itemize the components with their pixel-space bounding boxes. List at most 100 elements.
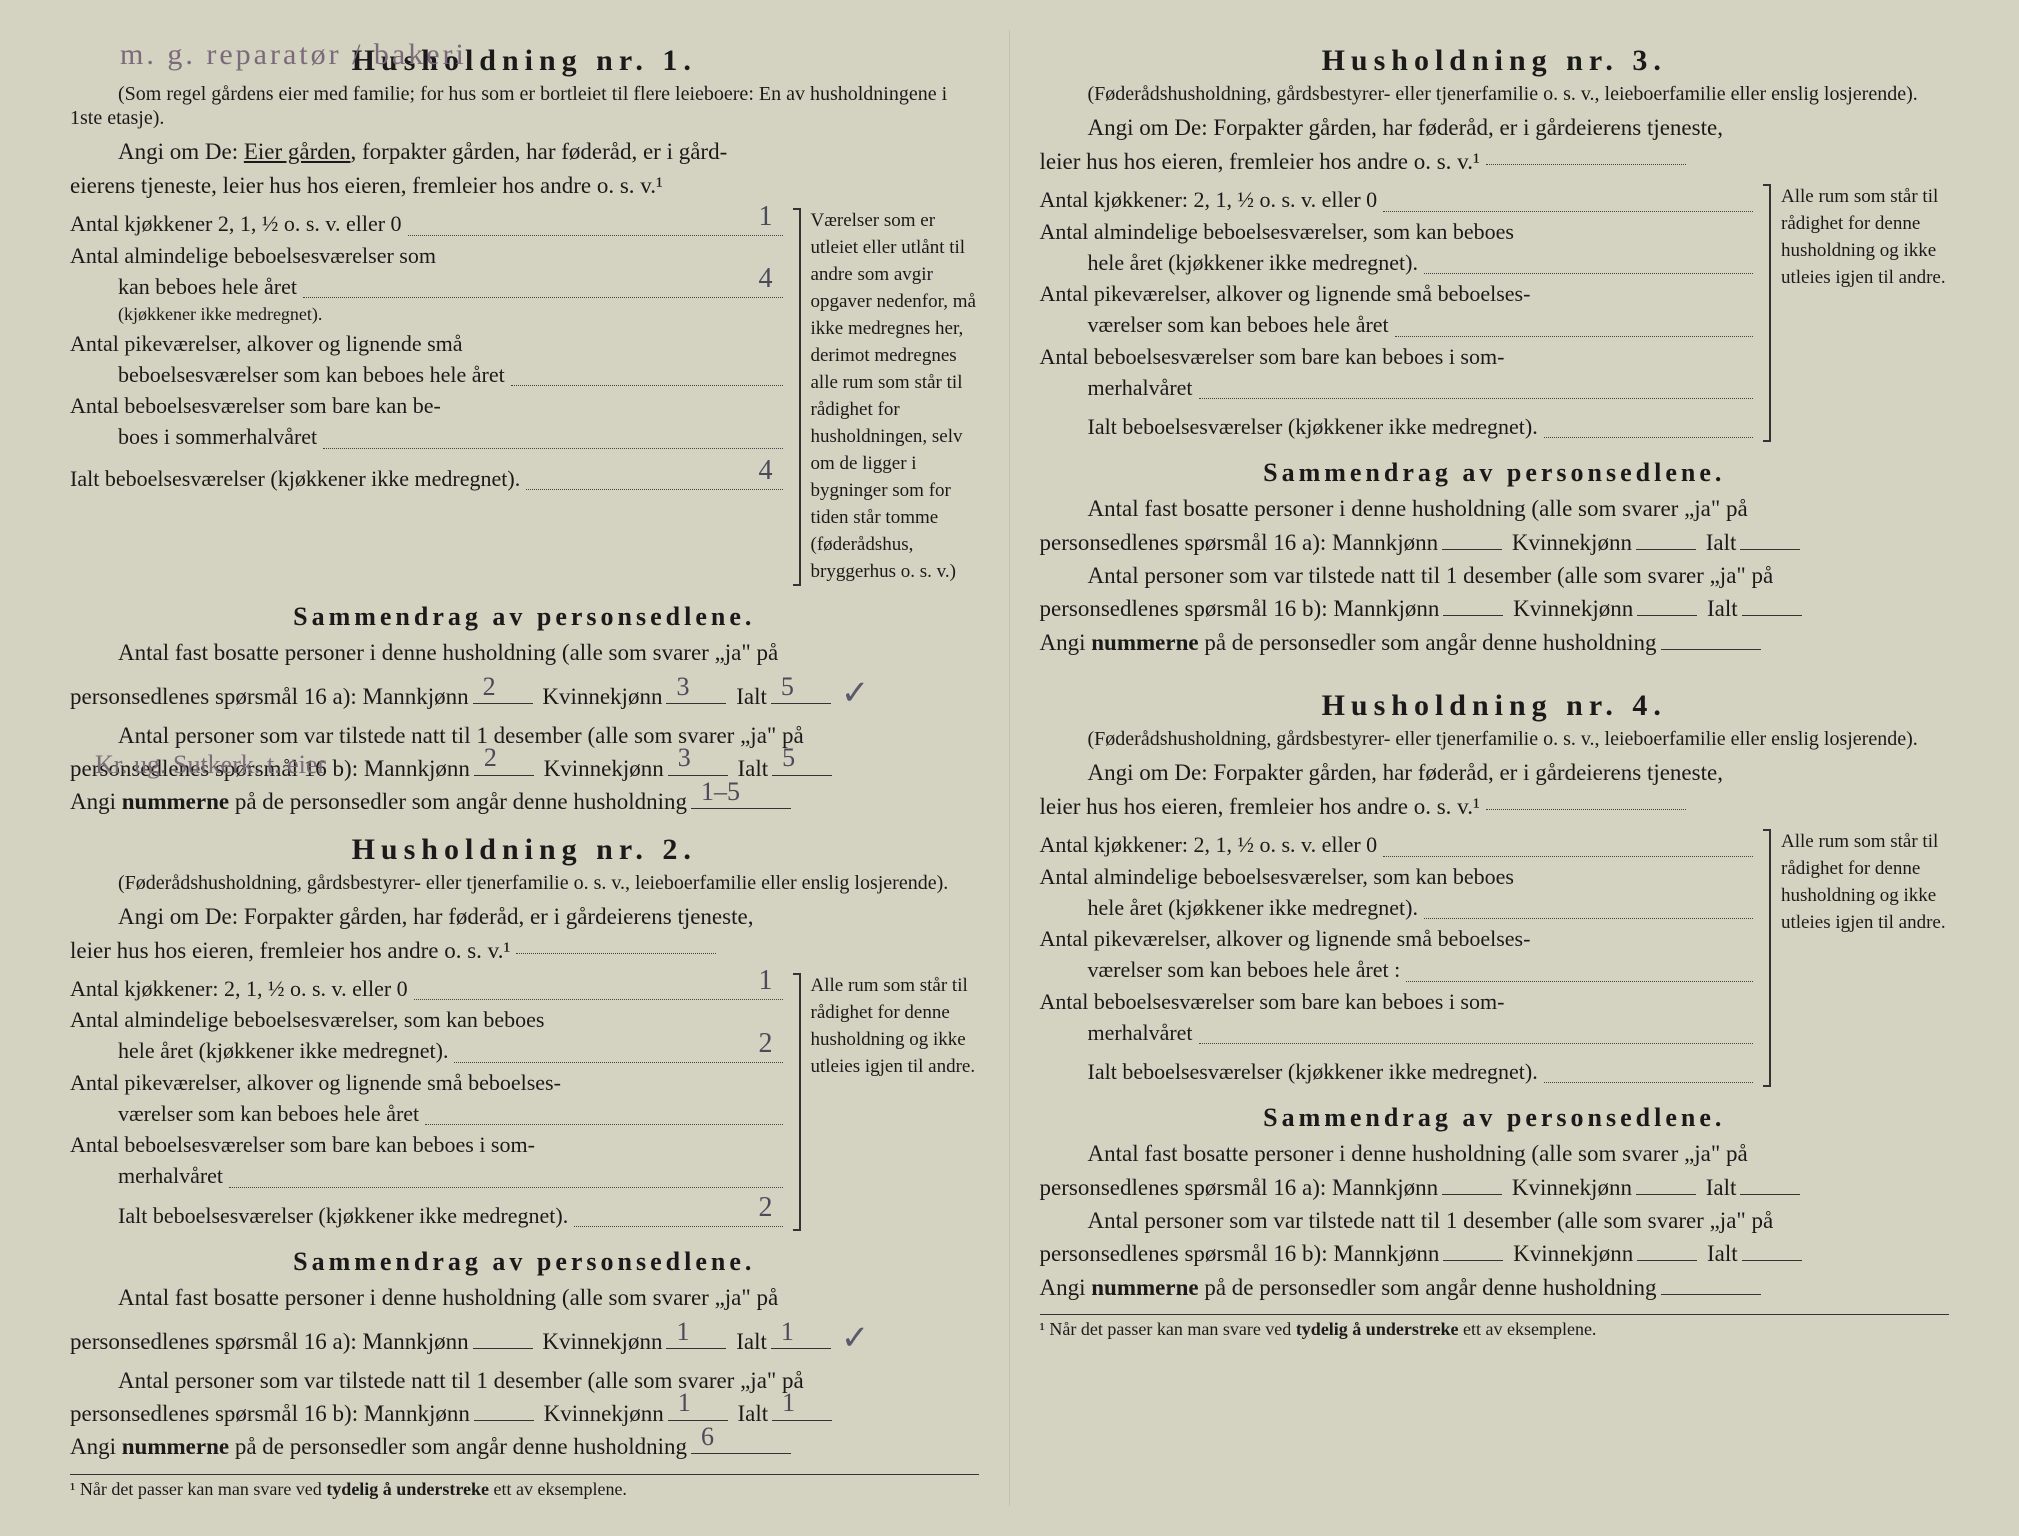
fn-post: ett av eksemplene. (489, 1479, 627, 1499)
h2-r3-fill[interactable] (425, 1098, 782, 1125)
h2-k2[interactable]: 1 (668, 1420, 728, 1421)
h4-r5: Ialt beboelsesværelser (kjøkkener ikke m… (1088, 1056, 1538, 1087)
h1-r1-fill[interactable]: 1 (408, 208, 783, 235)
h3-i1[interactable] (1740, 549, 1800, 550)
right-page: Husholdning nr. 3. (Føderådshusholdning,… (1010, 30, 1980, 1506)
h2-r2b: hele året (kjøkkener ikke medregnet). (118, 1035, 448, 1066)
h1-r4-fill[interactable] (323, 421, 782, 448)
s3c: på de personsedler som angår denne husho… (229, 789, 687, 814)
h3-r3-fill[interactable] (1395, 309, 1753, 336)
h1-m1-v: 2 (483, 668, 496, 706)
h2-r2a: Antal almindelige beboelsesværelser, som… (70, 1004, 544, 1035)
h3-angi-fill[interactable] (1486, 164, 1686, 165)
left-page: m. g. reparatør / bakeri Husholdning nr.… (40, 30, 1010, 1506)
h1-r3-fill[interactable] (511, 359, 783, 386)
h4-r1-fill[interactable] (1383, 829, 1753, 856)
h4-angi2: leier hus hos eieren, fremleier hos andr… (1040, 791, 1950, 823)
h3-s2b-end: Ialt (1707, 596, 1738, 621)
h4-angi-fill[interactable] (1486, 809, 1686, 810)
h1-r5-val: 4 (759, 451, 773, 491)
h3-s2b: personsedlenes spørsmål 16 b): Mannkjønn… (1040, 592, 1950, 625)
h1-k1[interactable]: 3 (666, 703, 726, 704)
h4-r3-fill[interactable] (1406, 954, 1753, 981)
h2-s1b-end: Ialt (736, 1329, 767, 1354)
h3-r2b: hele året (kjøkkener ikke medregnet). (1088, 247, 1418, 278)
h3-s1b-mid: Kvinnekjønn (1512, 530, 1632, 555)
h4-r2a: Antal almindelige beboelsesværelser, som… (1040, 861, 1514, 892)
h1-r1-val: 1 (759, 197, 773, 237)
h2-k1[interactable]: 1 (666, 1348, 726, 1349)
h4-s3b: nummerne (1091, 1275, 1198, 1300)
h4-i1[interactable] (1740, 1194, 1800, 1195)
h4-s1b: personsedlenes spørsmål 16 a): Mannkjønn… (1040, 1171, 1950, 1204)
h3-rows-block: Antal kjøkkener: 2, 1, ½ o. s. v. eller … (1040, 184, 1950, 442)
fn-bold: tydelig å understreke (326, 1479, 489, 1499)
h1-s2a: Antal personer som var tilstede natt til… (70, 719, 979, 752)
h2-m1[interactable] (473, 1348, 533, 1349)
h4-s1b-end: Ialt (1706, 1175, 1737, 1200)
h1-r3a: Antal pikeværelser, alkover og lignende … (70, 328, 463, 359)
h2-angi2: leier hus hos eieren, fremleier hos andr… (70, 935, 979, 967)
h2-s2b-end: Ialt (738, 1401, 769, 1426)
h4-r5-fill[interactable] (1544, 1056, 1753, 1083)
h2-title: Husholdning nr. 2. (70, 833, 979, 867)
h2-m2[interactable] (474, 1420, 534, 1421)
h2-s3b: nummerne (122, 1434, 229, 1459)
h1-i1[interactable]: 5 (771, 703, 831, 704)
footnote-right: ¹ Når det passer kan man svare ved tydel… (1040, 1314, 1950, 1340)
h2-r1-fill[interactable]: 1 (414, 973, 783, 1000)
h3-num[interactable] (1661, 649, 1761, 650)
h1-r2-val: 4 (759, 259, 773, 299)
h2-k2-v: 1 (678, 1384, 691, 1422)
h2-r5-v: 2 (759, 1188, 773, 1228)
h4-r2b: hele året (kjøkkener ikke medregnet). (1088, 892, 1418, 923)
h3-k1[interactable] (1636, 549, 1696, 550)
h4-num[interactable] (1661, 1294, 1761, 1295)
h2-num-v: 6 (701, 1418, 714, 1456)
h4-r4b: merhalvåret (1088, 1017, 1193, 1048)
h2-rows-block: Antal kjøkkener: 2, 1, ½ o. s. v. eller … (70, 973, 979, 1231)
h2-i2[interactable]: 1 (772, 1420, 832, 1421)
h4-r2-fill[interactable] (1424, 892, 1753, 919)
h4-r4-fill[interactable] (1199, 1017, 1753, 1044)
h1-r2-fill[interactable]: 4 (303, 271, 783, 298)
h4-k2[interactable] (1637, 1260, 1697, 1261)
h1-r5-fill[interactable]: 4 (526, 463, 782, 490)
h2-k1-v: 1 (676, 1313, 689, 1351)
h2-r3a: Antal pikeværelser, alkover og lignende … (70, 1067, 561, 1098)
h2-r5-fill[interactable]: 2 (574, 1200, 782, 1227)
h4-r3b: værelser som kan beboes hele året : (1088, 954, 1401, 985)
h3-r2-fill[interactable] (1424, 247, 1753, 274)
h1-r2b: kan beboes hele året (118, 271, 297, 302)
h1-r4a: Antal beboelsesværelser som bare kan be- (70, 390, 441, 421)
h4-r3a: Antal pikeværelser, alkover og lignende … (1040, 923, 1531, 954)
h2-r4-fill[interactable] (229, 1160, 782, 1187)
h1-rows-block: Antal kjøkkener 2, 1, ½ o. s. v. eller 0… (70, 208, 979, 586)
h1-num[interactable]: 1–5 (691, 808, 791, 809)
footnote-left: ¹ Når det passer kan man svare ved tydel… (70, 1474, 979, 1500)
h1-i2[interactable]: 5 (772, 775, 832, 776)
h4-k1[interactable] (1636, 1194, 1696, 1195)
h2-i1[interactable]: 1 (771, 1348, 831, 1349)
h3-r5-fill[interactable] (1544, 411, 1753, 438)
h1-s1a: Antal fast bosatte personer i denne hush… (70, 636, 979, 669)
h2-r2-fill[interactable]: 2 (454, 1035, 782, 1062)
h4-m1[interactable] (1442, 1194, 1502, 1195)
h4-s1b-pre: personsedlenes spørsmål 16 a): Mannkjønn (1040, 1175, 1439, 1200)
h3-k2[interactable] (1637, 615, 1697, 616)
h3-m1[interactable] (1442, 549, 1502, 550)
h3-m2[interactable] (1443, 615, 1503, 616)
h4-subtitle: (Føderådshusholdning, gårdsbestyrer- ell… (1040, 727, 1950, 751)
angi-rest: , forpakter gården, har føderåd, er i gå… (351, 139, 728, 164)
h2-num[interactable]: 6 (691, 1453, 791, 1454)
h4-i2[interactable] (1742, 1260, 1802, 1261)
h1-subtitle: (Som regel gårdens eier med familie; for… (70, 82, 979, 130)
h1-m2[interactable]: 2 (474, 775, 534, 776)
h1-m1[interactable]: 2 (473, 703, 533, 704)
h3-i2[interactable] (1742, 615, 1802, 616)
h3-r4-fill[interactable] (1199, 372, 1753, 399)
h3-r1-fill[interactable] (1383, 184, 1753, 211)
h1-r2c: (kjøkkener ikke medregnet). (118, 302, 322, 328)
h2-angi-fill[interactable] (516, 953, 716, 954)
h4-m2[interactable] (1443, 1260, 1503, 1261)
